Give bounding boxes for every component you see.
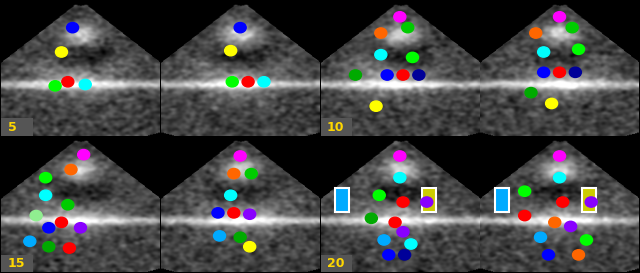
Bar [495,188,509,212]
Circle shape [381,70,393,80]
Circle shape [554,173,566,183]
Circle shape [573,44,584,54]
Circle shape [56,47,67,57]
Circle shape [373,190,385,200]
Circle shape [399,250,411,260]
Circle shape [554,67,566,78]
Circle shape [225,46,237,56]
Circle shape [566,22,578,33]
Circle shape [56,217,67,227]
Circle shape [406,52,419,63]
Circle shape [234,232,246,242]
Circle shape [74,222,86,233]
Circle shape [365,213,378,223]
Circle shape [538,67,550,78]
Circle shape [585,197,597,207]
Circle shape [234,151,246,161]
Circle shape [65,164,77,175]
Circle shape [77,150,90,160]
FancyBboxPatch shape [321,118,352,136]
Circle shape [375,28,387,38]
Circle shape [580,235,593,245]
Circle shape [228,168,240,179]
Circle shape [518,186,531,196]
Circle shape [378,235,390,245]
Circle shape [40,190,52,200]
Circle shape [62,200,74,210]
Circle shape [394,173,406,183]
Circle shape [62,77,74,87]
Circle shape [228,208,240,218]
Circle shape [397,197,409,207]
Circle shape [242,77,254,87]
FancyBboxPatch shape [1,118,33,136]
Circle shape [63,243,76,253]
Bar [335,188,349,212]
Circle shape [43,242,55,252]
Circle shape [49,81,61,91]
Text: 10: 10 [327,121,344,134]
Circle shape [557,197,569,207]
Circle shape [225,190,237,200]
Bar [582,188,596,212]
Circle shape [226,77,238,87]
Circle shape [383,250,395,260]
Circle shape [79,79,92,90]
Circle shape [370,101,382,111]
Text: 5: 5 [8,121,17,134]
Circle shape [554,151,566,161]
FancyBboxPatch shape [1,255,33,272]
FancyBboxPatch shape [321,255,352,272]
Circle shape [534,232,547,242]
Circle shape [402,22,414,33]
Circle shape [43,222,55,233]
Circle shape [389,217,401,227]
Circle shape [394,151,406,161]
Circle shape [244,242,256,252]
Circle shape [397,227,409,237]
Bar [422,188,436,212]
Circle shape [30,210,42,221]
Circle shape [548,217,561,227]
Circle shape [573,250,584,260]
Circle shape [543,250,554,260]
Text: 15: 15 [8,257,25,270]
Circle shape [530,28,542,38]
Circle shape [405,239,417,249]
Circle shape [214,231,225,241]
Circle shape [40,173,52,183]
Circle shape [545,98,557,109]
Circle shape [420,197,433,207]
Circle shape [525,87,537,98]
Circle shape [538,47,550,57]
Circle shape [518,210,531,221]
Circle shape [234,22,246,33]
Text: 20: 20 [327,257,344,270]
Circle shape [394,12,406,22]
Circle shape [570,67,581,78]
Circle shape [413,70,425,80]
Circle shape [24,236,36,247]
Circle shape [244,209,256,219]
Circle shape [258,77,270,87]
Circle shape [67,22,79,33]
Circle shape [245,168,257,179]
Circle shape [375,50,387,60]
Circle shape [564,221,577,232]
Circle shape [397,70,409,80]
Circle shape [349,70,362,80]
Circle shape [212,208,224,218]
Circle shape [554,12,566,22]
